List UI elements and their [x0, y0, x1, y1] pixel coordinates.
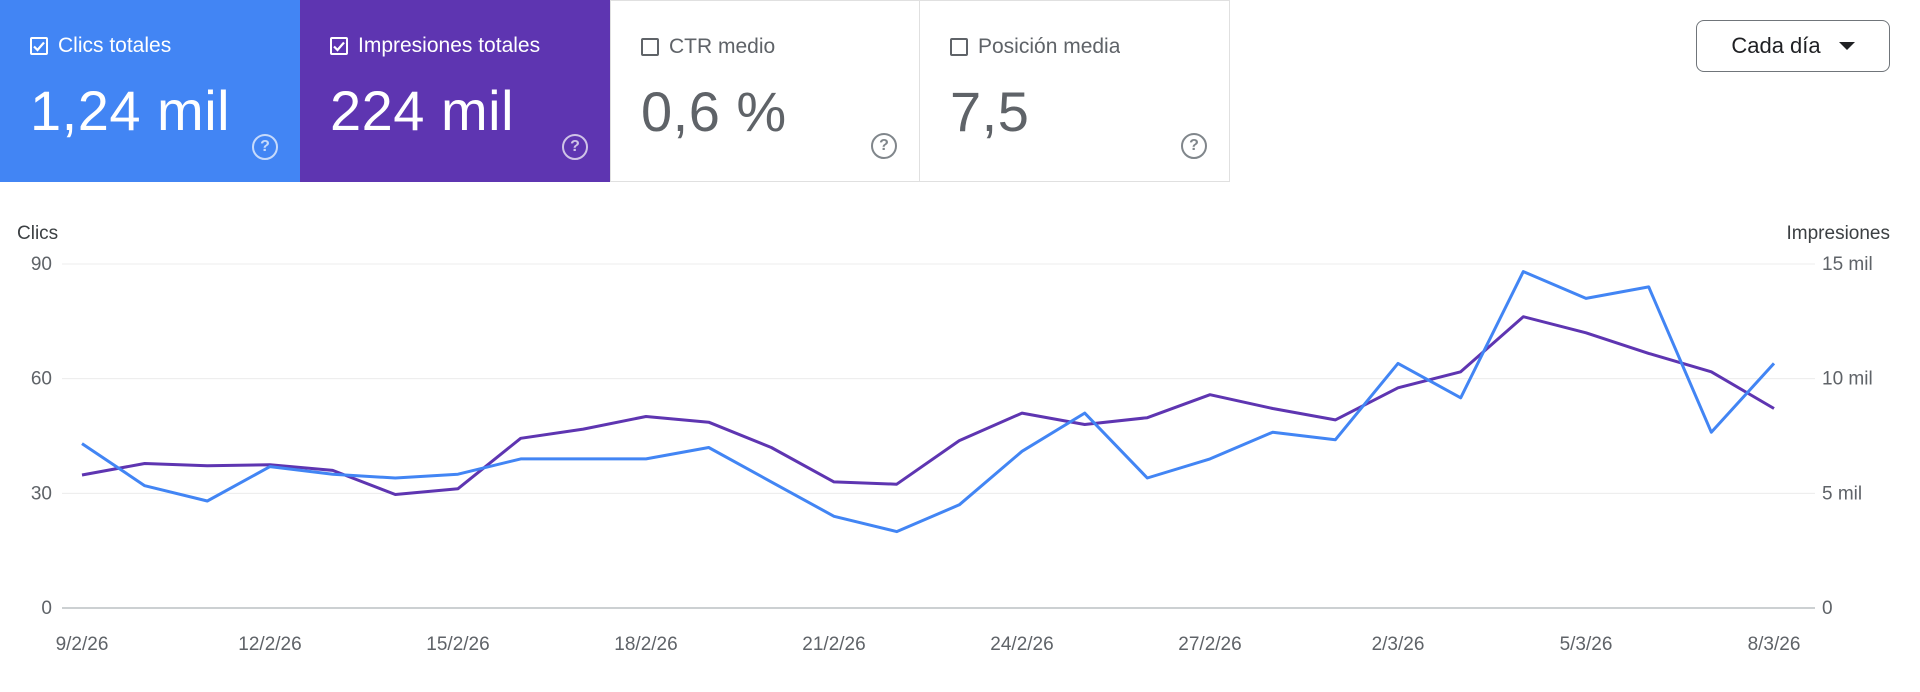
metric-card-clicks[interactable]: Clics totales 1,24 mil ? — [0, 0, 300, 182]
right-tick-label: 10 mil — [1822, 369, 1873, 390]
checkbox-checked-icon[interactable] — [30, 37, 48, 55]
help-icon[interactable]: ? — [252, 134, 278, 160]
x-tick-label: 27/2/26 — [1178, 634, 1241, 655]
left-tick-label: 30 — [31, 483, 52, 504]
right-tick-label: 15 mil — [1822, 254, 1873, 275]
right-axis-title: Impresiones — [1786, 223, 1891, 244]
caret-down-icon — [1838, 42, 1855, 50]
x-tick-label: 9/2/26 — [56, 634, 109, 655]
checkbox-unchecked-icon[interactable] — [641, 38, 659, 56]
metric-value: 7,5 — [950, 80, 1030, 143]
x-tick-label: 5/3/26 — [1560, 634, 1613, 655]
series-line-impressions — [81, 315, 1775, 496]
help-icon[interactable]: ? — [1181, 133, 1207, 159]
right-tick-label: 0 — [1822, 598, 1833, 619]
metric-card-impressions[interactable]: Impresiones totales 224 mil ? — [300, 0, 610, 182]
left-tick-label: 0 — [41, 598, 52, 619]
help-icon[interactable]: ? — [562, 134, 588, 160]
help-icon[interactable]: ? — [871, 133, 897, 159]
metric-value: 224 mil — [330, 79, 515, 142]
x-tick-label: 15/2/26 — [426, 634, 489, 655]
metric-label: CTR medio — [669, 35, 776, 58]
x-tick-label: 18/2/26 — [614, 634, 677, 655]
metric-value: 1,24 mil — [30, 79, 231, 142]
checkbox-unchecked-icon[interactable] — [950, 38, 968, 56]
period-dropdown[interactable]: Cada día — [1696, 20, 1890, 72]
x-tick-label: 21/2/26 — [802, 634, 865, 655]
series-line-clicks — [81, 270, 1776, 534]
period-label: Cada día — [1731, 33, 1821, 58]
left-tick-label: 90 — [31, 254, 52, 275]
left-tick-label: 60 — [31, 369, 52, 390]
metric-card-ctr[interactable]: CTR medio 0,6 % ? — [610, 0, 920, 182]
x-tick-label: 24/2/26 — [990, 634, 1053, 655]
x-tick-label: 8/3/26 — [1748, 634, 1801, 655]
metric-label: Impresiones totales — [358, 34, 541, 57]
metric-card-position[interactable]: Posición media 7,5 ? — [920, 0, 1230, 182]
metric-label: Clics totales — [58, 34, 172, 57]
x-tick-label: 12/2/26 — [238, 634, 301, 655]
x-tick-label: 2/3/26 — [1372, 634, 1425, 655]
left-axis-title: Clics — [17, 223, 59, 244]
metric-cards: Clics totales 1,24 mil ? Impresiones tot… — [0, 0, 1230, 182]
right-tick-label: 5 mil — [1822, 483, 1862, 504]
performance-chart: 0 0 30 5 mil 60 10 mil 90 15 mil 9/2/26 12/2/26 15… — [31, 254, 1873, 655]
metric-label: Posición media — [978, 35, 1121, 58]
checkbox-checked-icon[interactable] — [330, 37, 348, 55]
metric-value: 0,6 % — [641, 80, 787, 143]
